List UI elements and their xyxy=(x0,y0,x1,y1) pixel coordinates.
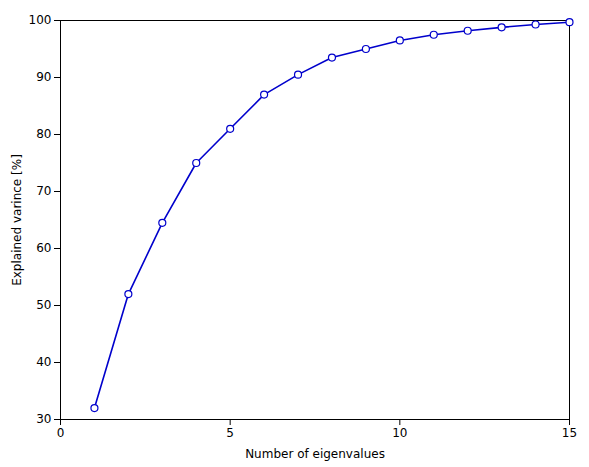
svg-text:80: 80 xyxy=(36,127,51,141)
svg-text:15: 15 xyxy=(562,426,577,440)
svg-text:90: 90 xyxy=(36,70,51,84)
svg-text:100: 100 xyxy=(29,13,52,27)
svg-text:60: 60 xyxy=(36,241,51,255)
svg-text:Number of eigenvalues: Number of eigenvalues xyxy=(245,447,385,461)
svg-text:10: 10 xyxy=(392,426,407,440)
svg-text:5: 5 xyxy=(226,426,234,440)
svg-text:0: 0 xyxy=(57,426,65,440)
svg-text:50: 50 xyxy=(36,298,51,312)
svg-text:Explained varince [%]: Explained varince [%] xyxy=(10,154,24,286)
svg-text:70: 70 xyxy=(36,184,51,198)
svg-text:40: 40 xyxy=(36,355,51,369)
svg-text:30: 30 xyxy=(36,412,51,426)
